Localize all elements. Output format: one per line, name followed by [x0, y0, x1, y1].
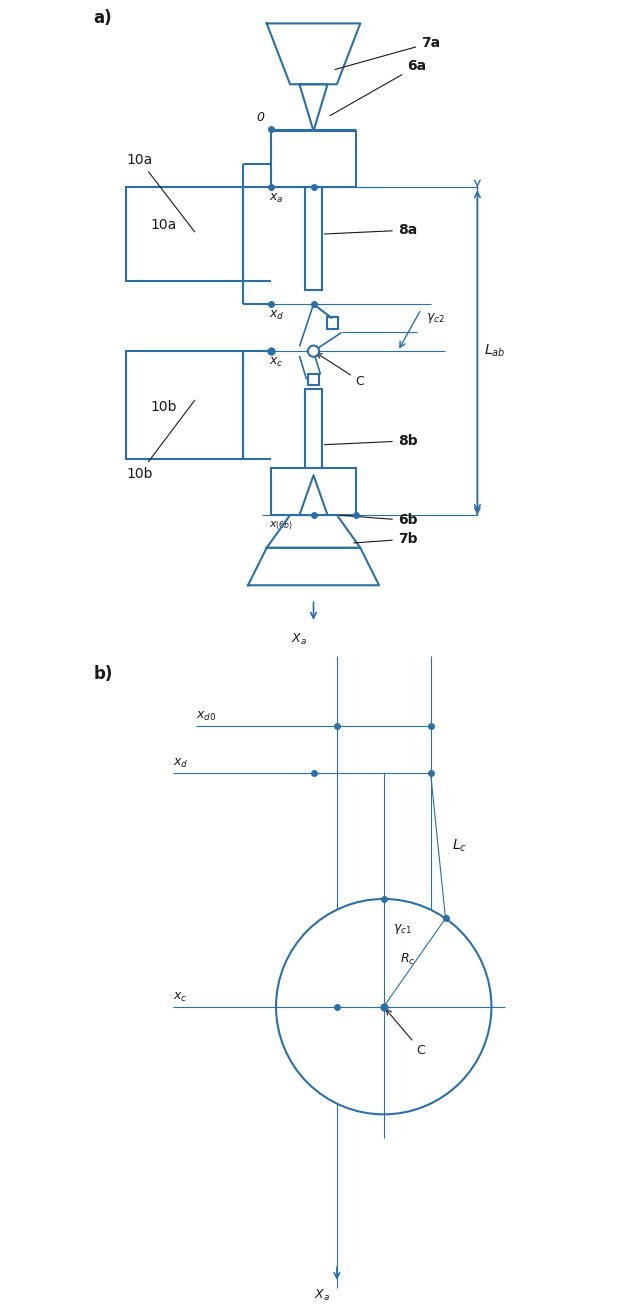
Text: $L_c$: $L_c$ [452, 838, 467, 853]
Text: 8b: 8b [324, 434, 418, 448]
Text: 10b: 10b [126, 400, 195, 481]
Text: $x_c$: $x_c$ [269, 355, 283, 368]
Circle shape [308, 346, 319, 357]
Text: 10b: 10b [150, 400, 177, 414]
Polygon shape [248, 548, 379, 585]
Text: $x_c$: $x_c$ [173, 991, 187, 1004]
Text: 7b: 7b [354, 532, 418, 547]
Text: 10a: 10a [150, 218, 177, 232]
Text: C: C [317, 354, 364, 388]
Text: a): a) [93, 9, 112, 28]
Text: $x_{(6b)}$: $x_{(6b)}$ [269, 519, 293, 532]
Text: 10a: 10a [126, 153, 195, 232]
Text: 6b: 6b [340, 514, 418, 527]
Bar [271, 131, 356, 187]
Polygon shape [300, 475, 327, 515]
Text: $X_a$: $X_a$ [290, 632, 307, 648]
Polygon shape [266, 515, 361, 548]
Text: b): b) [93, 665, 113, 683]
Bar [305, 187, 322, 290]
Bar [126, 351, 243, 459]
Text: 8a: 8a [324, 223, 417, 237]
Text: $X_a$: $X_a$ [314, 1287, 330, 1303]
Text: $x_a$: $x_a$ [269, 191, 283, 205]
Text: $\gamma_{c2}$: $\gamma_{c2}$ [426, 312, 445, 325]
Text: $L_{ab}$: $L_{ab}$ [485, 343, 506, 359]
Bar [305, 388, 322, 468]
Text: $\gamma_{c1}$: $\gamma_{c1}$ [393, 923, 412, 936]
Text: 7a: 7a [335, 35, 440, 69]
Circle shape [276, 899, 492, 1114]
Bar [126, 187, 243, 281]
Text: $x_{d0}$: $x_{d0}$ [196, 711, 217, 724]
Polygon shape [266, 24, 361, 84]
Text: C: C [386, 1009, 425, 1057]
Bar [308, 374, 319, 385]
Text: 0: 0 [256, 111, 265, 125]
Text: $x_d$: $x_d$ [173, 758, 188, 770]
Bar [327, 317, 338, 329]
Text: 6a: 6a [330, 59, 426, 115]
Bar [271, 468, 356, 515]
Polygon shape [300, 84, 327, 131]
Text: $x_d$: $x_d$ [269, 309, 284, 323]
Text: $R_c$: $R_c$ [400, 952, 416, 968]
